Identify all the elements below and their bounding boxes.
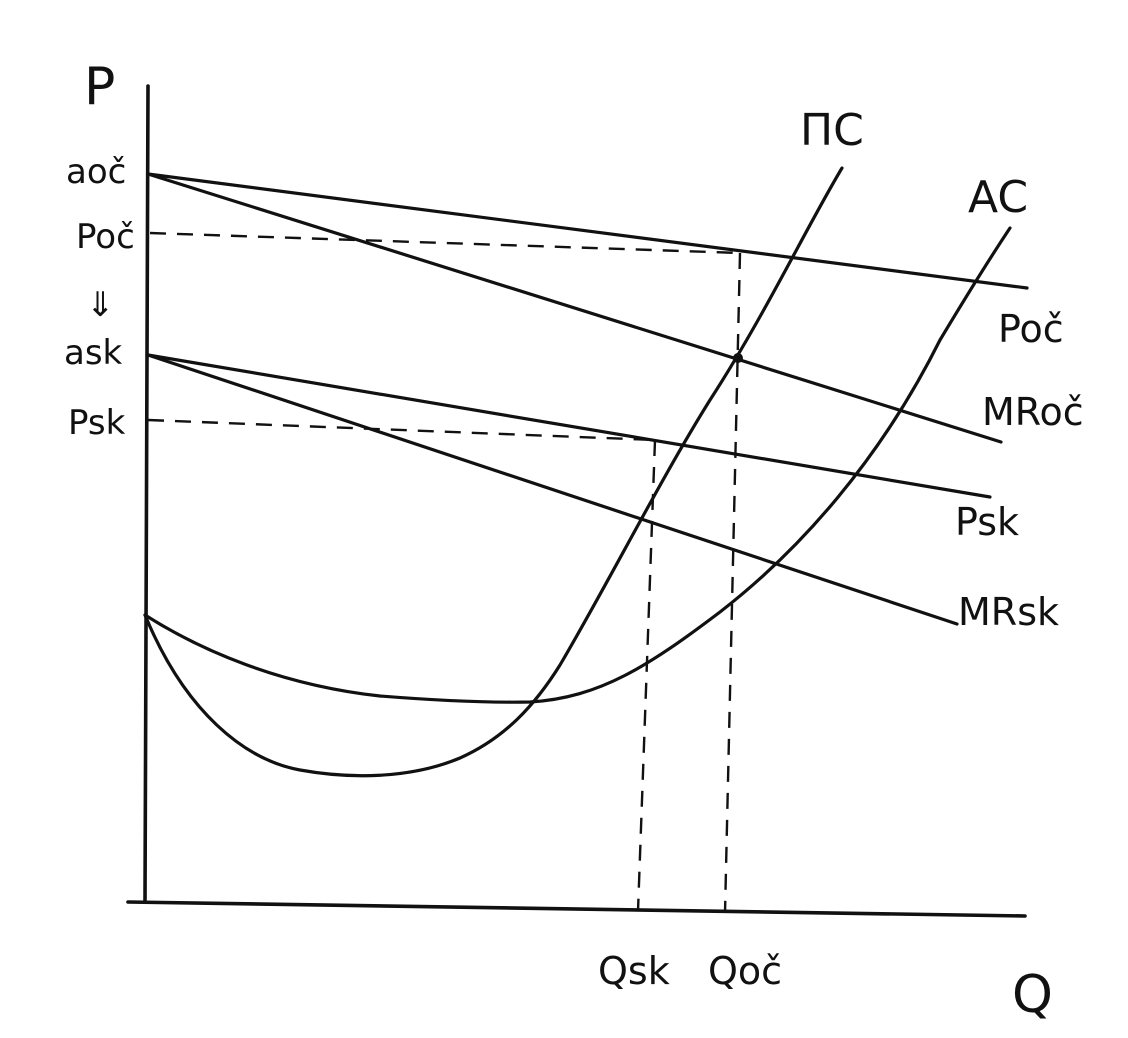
average-cost-curve <box>143 226 1012 704</box>
dashed-quantity-line-sk <box>636 439 657 912</box>
x-axis <box>126 900 1027 918</box>
x-tick-q-oc: Qoč <box>708 949 782 993</box>
dashed-price-line-oc <box>149 231 741 255</box>
x-tick-q-sk: Qsk <box>598 949 670 993</box>
y-axis <box>143 84 150 904</box>
demand-sk-label: Psk <box>955 500 1019 544</box>
y-tick-a-sk: ask <box>64 333 123 373</box>
demand-oc-label: Poč <box>998 307 1064 351</box>
marginal-revenue-line-sk <box>146 353 959 626</box>
y-axis-label: P <box>84 57 115 117</box>
y-tick-a-oc: aoč <box>66 152 126 192</box>
y-tick-p-sk: Psk <box>68 403 126 443</box>
marginal-cost-curve <box>143 166 844 778</box>
marginal-revenue-line-oc <box>146 172 1003 444</box>
dashed-price-line-sk <box>147 418 656 442</box>
dashed-quantity-line-oc <box>723 252 742 914</box>
mr-oc-label: MRoč <box>982 390 1084 434</box>
mr-sk-label: MRsk <box>958 590 1059 634</box>
demand-line-oc <box>146 172 1029 290</box>
intersection-marker <box>733 353 743 363</box>
ac-curve-label: AC <box>968 172 1028 223</box>
y-tick-p-oc: Poč <box>76 217 135 257</box>
x-axis-label: Q <box>1012 965 1053 1025</box>
demand-line-sk <box>146 353 992 499</box>
mc-curve-label: ΠC <box>800 105 864 156</box>
down-arrow-icon: ⇓ <box>86 285 115 325</box>
